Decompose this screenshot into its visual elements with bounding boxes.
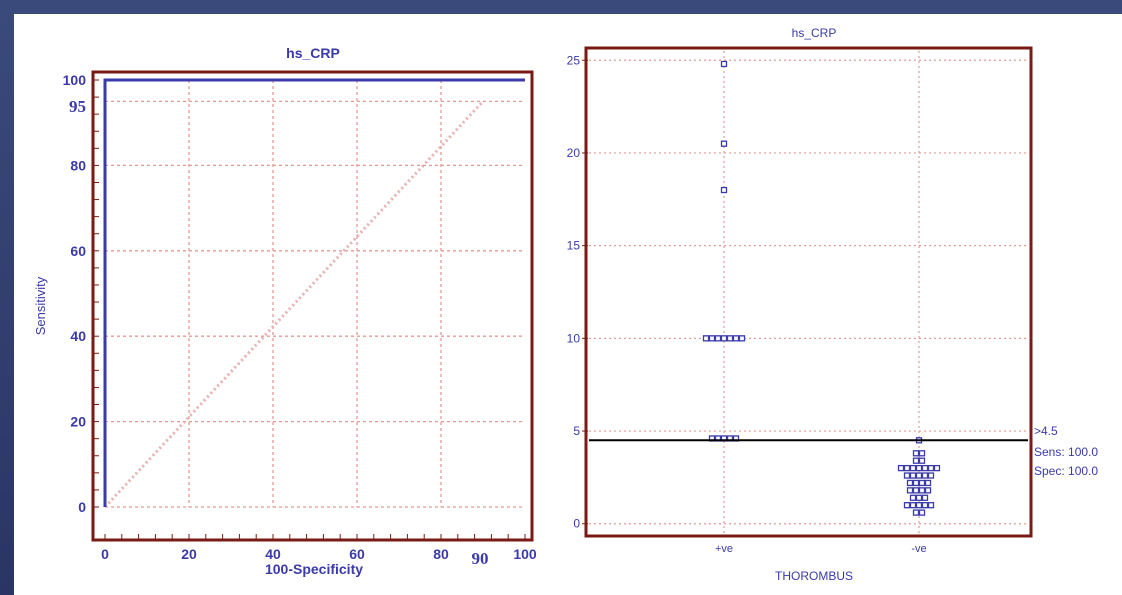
dot-marker: [909, 494, 917, 501]
dot-y-tick-label: 10: [567, 331, 581, 345]
dot-marker: [909, 464, 917, 472]
roc-curve: [103, 78, 525, 507]
dot-marker: [912, 457, 920, 464]
dot-x-axis-label: THOROMBUS: [775, 569, 853, 583]
roc-x-tick-label: 60: [349, 546, 365, 562]
roc-x-tick-label: 80: [433, 546, 449, 562]
roc-series: [103, 78, 525, 509]
roc-plot: hs_CRP 0 20 40 60 80 100 0 20 40 60 80 100 Sensiti…: [33, 45, 537, 577]
dot-marker: [909, 472, 917, 479]
roc-reference-line: [103, 100, 485, 509]
roc-annotation-95: 95: [69, 97, 86, 116]
dot-y-tick-label: 5: [573, 424, 580, 438]
roc-x-tick-label: 100: [513, 546, 537, 562]
roc-x-axis-label: 100-Specificity: [265, 561, 363, 577]
roc-grid: [93, 79, 526, 540]
dot-marker: [918, 450, 926, 457]
dot-marker: [927, 502, 935, 509]
dot-y-tick-label: 15: [567, 239, 581, 253]
dot-x-ticks: +ve -ve: [715, 543, 927, 555]
dot-marker: [912, 479, 920, 487]
dot-marker: [720, 335, 728, 342]
sensitivity-label: Sens: 100.0: [1034, 445, 1098, 459]
dot-marker: [918, 457, 926, 464]
roc-y-tick-label: 20: [70, 414, 86, 430]
roc-frame: [91, 70, 534, 542]
cutoff-label: >4.5: [1034, 424, 1058, 438]
roc-y-tick-label: 60: [70, 243, 86, 259]
dot-marker: [702, 335, 710, 342]
dot-marker: [924, 487, 932, 494]
dot-marker: [927, 472, 935, 479]
dot-marker: [897, 464, 905, 472]
specificity-label: Spec: 100.0: [1034, 464, 1098, 478]
dot-marker: [906, 487, 914, 494]
dot-marker: [903, 502, 911, 509]
dot-marker: [927, 464, 935, 472]
dot-marker: [738, 335, 746, 342]
roc-x-tick-label: 0: [101, 546, 109, 562]
dot-marker: [915, 464, 923, 472]
dot-marker: [921, 464, 929, 472]
dot-title: hs_CRP: [792, 26, 837, 40]
dot-marker: [732, 335, 740, 342]
dot-marker: [708, 335, 716, 342]
roc-y-tick-label: 100: [63, 72, 87, 88]
dot-marker: [903, 472, 911, 479]
dot-marker: [921, 502, 929, 509]
dot-marker: [909, 502, 917, 509]
dot-markers: [702, 60, 941, 516]
dot-marker: [720, 186, 728, 194]
roc-x-tick-label: 40: [265, 546, 281, 562]
dot-marker: [912, 509, 920, 516]
dot-marker: [915, 502, 923, 509]
dot-marker: [903, 464, 911, 472]
roc-x-tick-label: 20: [181, 546, 197, 562]
dot-marker: [912, 487, 920, 494]
dot-y-ticks: 0 5 10 15 20 25: [567, 53, 588, 531]
dot-frame: [584, 46, 1033, 538]
roc-y-tick-label: 0: [78, 499, 86, 515]
roc-y-tick-label: 80: [70, 157, 86, 173]
dot-marker: [921, 472, 929, 479]
dot-x-tick-label: -ve: [911, 543, 926, 555]
dot-marker: [912, 450, 920, 457]
roc-y-ticks: 0 20 40 60 80 100: [63, 72, 87, 515]
dot-x-tick-label: +ve: [715, 543, 733, 555]
dot-y-tick-label: 20: [567, 146, 581, 160]
dot-marker: [915, 494, 923, 501]
dot-grid: [589, 51, 1028, 533]
dot-marker: [915, 472, 923, 479]
dot-marker: [720, 60, 728, 68]
dot-marker: [918, 509, 926, 516]
dot-marker: [906, 479, 914, 487]
dot-marker: [924, 479, 932, 487]
roc-x-ticks: 0 20 40 60 80 100: [101, 546, 537, 562]
roc-annotation-90: 90: [472, 549, 489, 568]
figure-panel: hs_CRP 0 20 40 60 80 100 0 20 40 60 80 100 Sensiti…: [14, 14, 1122, 595]
roc-title: hs_CRP: [286, 45, 340, 61]
dot-marker: [918, 487, 926, 494]
dot-marker: [726, 335, 734, 342]
dot-marker: [933, 464, 941, 472]
dot-marker: [720, 140, 728, 147]
roc-y-axis-label: Sensitivity: [33, 276, 48, 335]
dot-y-tick-label: 25: [567, 53, 581, 67]
roc-y-tick-label: 40: [70, 328, 86, 344]
dot-marker: [714, 335, 722, 342]
dot-marker: [918, 479, 926, 487]
dot-marker: [921, 494, 929, 501]
dot-y-tick-label: 0: [573, 517, 580, 531]
